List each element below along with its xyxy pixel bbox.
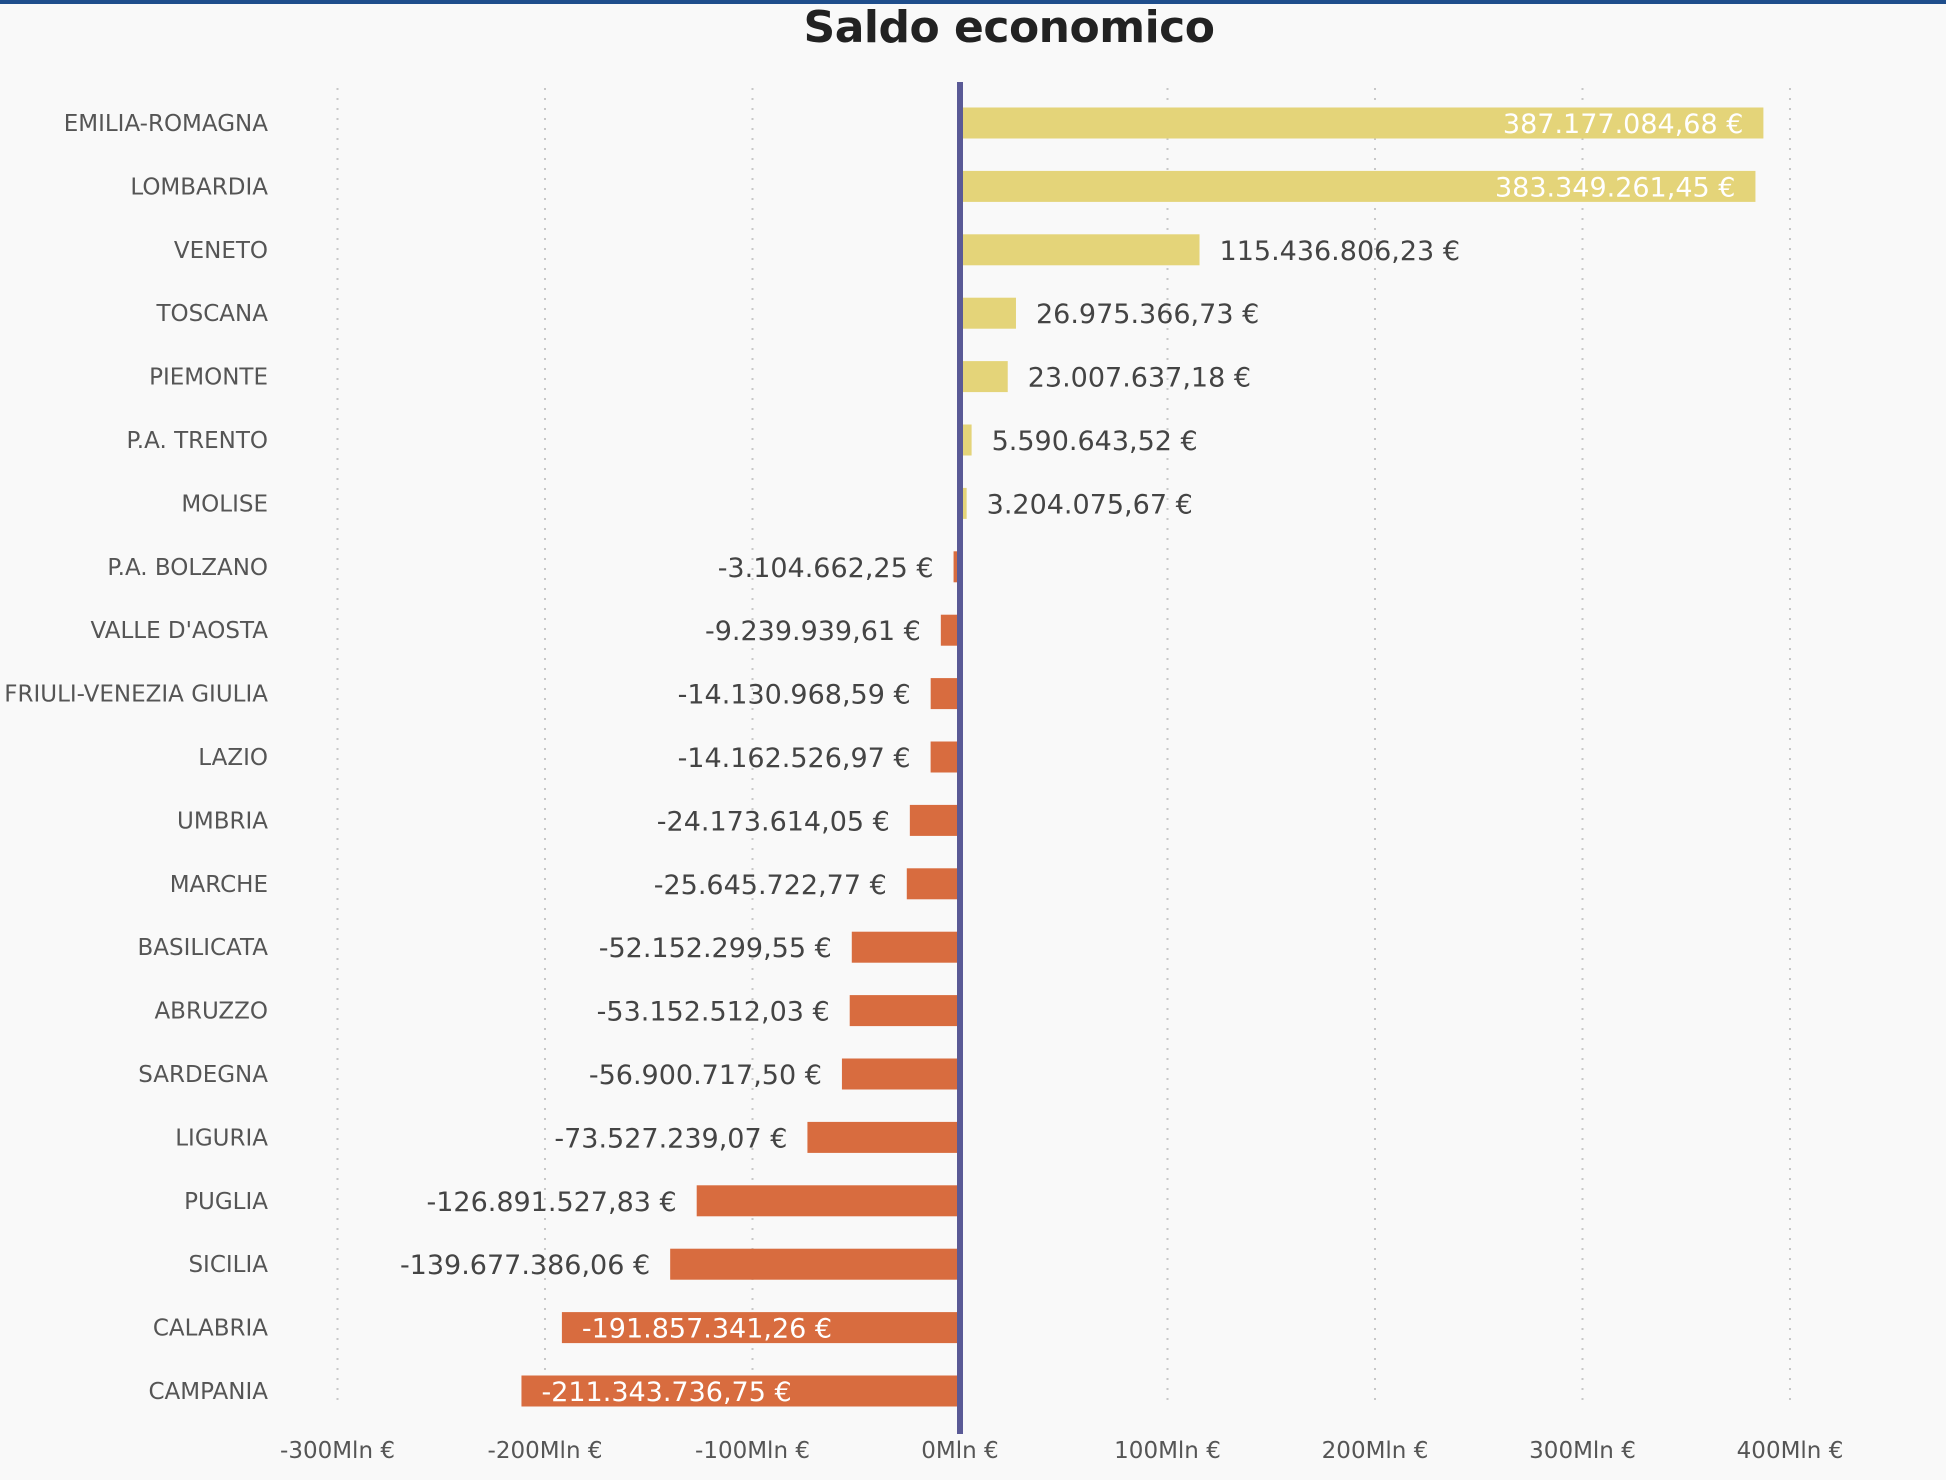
category-label: MOLISE: [181, 491, 268, 517]
value-label: 5.590.643,52 €: [992, 426, 1198, 457]
value-label: 383.349.261,45 €: [1495, 172, 1735, 203]
value-label: 3.204.075,67 €: [987, 489, 1193, 520]
bars: [521, 107, 1764, 1407]
x-tick-label: 200Mln €: [1322, 1438, 1429, 1464]
bar: [930, 678, 960, 710]
bar: [561, 1312, 960, 1344]
chart-title: Saldo economico: [803, 2, 1215, 53]
category-label: PIEMONTE: [149, 365, 268, 391]
value-label: 115.436.806,23 €: [1220, 236, 1460, 267]
value-label: -191.857.341,26 €: [582, 1314, 832, 1345]
bar: [960, 234, 1200, 266]
category-label: P.A. BOLZANO: [107, 555, 268, 581]
category-label: FRIULI-VENEZIA GIULIA: [4, 682, 268, 708]
bar: [696, 1185, 960, 1217]
bar: [953, 551, 960, 583]
bar: [841, 1058, 960, 1090]
top-rule: [0, 0, 1946, 4]
x-tick-label: 0Mln €: [921, 1438, 998, 1464]
value-label: 26.975.366,73 €: [1036, 299, 1259, 330]
bar: [960, 424, 972, 456]
value-label: -56.900.717,50 €: [589, 1060, 822, 1091]
bar: [849, 995, 960, 1027]
value-labels: 387.177.084,68 € 383.349.261,45 € 115.436.…: [400, 109, 1743, 1408]
category-label: UMBRIA: [177, 808, 268, 834]
bar: [940, 614, 960, 646]
value-label: -211.343.736,75 €: [541, 1377, 791, 1408]
value-label: -3.104.662,25 €: [718, 553, 934, 584]
x-tick-label: 100Mln €: [1114, 1438, 1221, 1464]
x-tick-label: -300Mln €: [280, 1438, 395, 1464]
category-label: TOSCANA: [156, 301, 269, 327]
category-label: BASILICATA: [138, 935, 269, 961]
value-label: -52.152.299,55 €: [599, 933, 832, 964]
category-label: LAZIO: [198, 745, 268, 771]
value-label: -126.891.527,83 €: [426, 1187, 676, 1218]
value-label: -139.677.386,06 €: [400, 1250, 650, 1281]
category-label: SARDEGNA: [138, 1062, 268, 1088]
bar: [807, 1121, 960, 1153]
bar: [960, 170, 1756, 202]
value-label: -73.527.239,07 €: [554, 1123, 787, 1154]
bar: [521, 1375, 960, 1407]
value-label: -25.645.722,77 €: [654, 870, 887, 901]
bar: [960, 487, 967, 519]
value-label: -53.152.512,03 €: [597, 997, 830, 1028]
category-label: P.A. TRENTO: [127, 428, 268, 454]
value-label: -9.239.939,61 €: [705, 616, 921, 647]
category-label: ABRUZZO: [154, 999, 268, 1025]
category-label: VENETO: [174, 238, 268, 264]
category-label: MARCHE: [170, 872, 268, 898]
category-label: VALLE D'AOSTA: [90, 618, 268, 644]
x-tick-label: 400Mln €: [1737, 1438, 1844, 1464]
value-label: -14.162.526,97 €: [678, 743, 911, 774]
bar: [960, 361, 1008, 393]
value-label: 387.177.084,68 €: [1503, 109, 1743, 140]
category-label: SICILIA: [188, 1252, 268, 1278]
value-label: -24.173.614,05 €: [657, 806, 890, 837]
category-labels: EMILIA-ROMAGNA LOMBARDIA VENETO TOSCANA PIEM…: [4, 111, 268, 1405]
category-label: LIGURIA: [175, 1125, 268, 1151]
x-tick-label: 300Mln €: [1529, 1438, 1636, 1464]
bar: [906, 868, 960, 900]
bar: [960, 297, 1016, 329]
category-label: CALABRIA: [153, 1316, 268, 1342]
bar: [851, 931, 960, 963]
bar: [909, 804, 960, 836]
x-tick-label: -100Mln €: [695, 1438, 810, 1464]
value-label: -14.130.968,59 €: [678, 680, 911, 711]
category-label: LOMBARDIA: [130, 174, 268, 200]
value-label: 23.007.637,18 €: [1028, 363, 1251, 394]
bar: [930, 741, 960, 773]
category-label: PUGLIA: [184, 1189, 268, 1215]
x-tick-label: -200Mln €: [488, 1438, 603, 1464]
x-tick-labels: -300Mln € -200Mln € -100Mln € 0Mln € 100Mln …: [280, 1438, 1843, 1464]
category-label: EMILIA-ROMAGNA: [64, 111, 269, 137]
bar: [670, 1248, 960, 1280]
category-label: CAMPANIA: [149, 1379, 269, 1405]
bar: [960, 107, 1764, 139]
